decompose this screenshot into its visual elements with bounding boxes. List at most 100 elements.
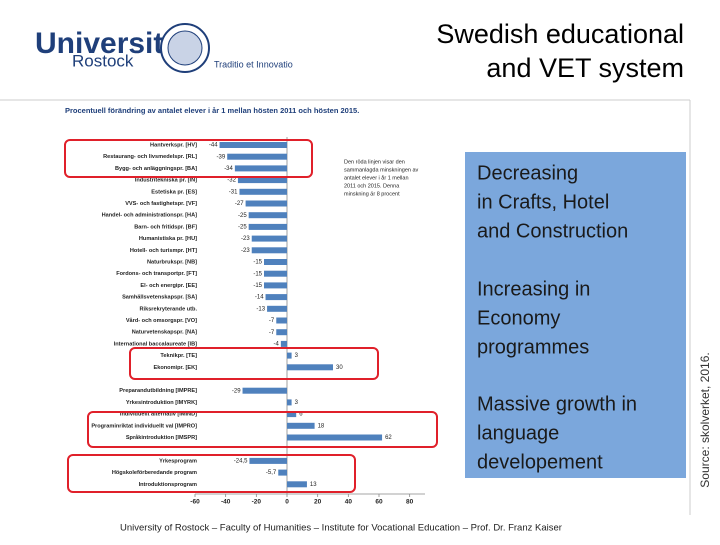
callout-text: developement: [477, 451, 603, 473]
annotation-line: minskning är 8 procent: [344, 191, 400, 197]
bar: [242, 387, 287, 394]
bar: [280, 340, 287, 347]
bar: [264, 282, 287, 289]
value-label: -15: [253, 283, 262, 289]
bar: [287, 422, 315, 429]
bar: [287, 364, 333, 371]
value-label: 30: [336, 365, 343, 371]
value-label: -23: [241, 248, 250, 254]
bar: [251, 235, 287, 242]
logo-seal-inner: [167, 30, 203, 66]
callout-text: Increasing in: [477, 278, 590, 300]
bar: [278, 469, 287, 476]
value-label: -32: [227, 178, 236, 184]
value-label: -7: [269, 318, 275, 324]
y-tick-label: Naturvetenskapspr. [NA]: [132, 330, 197, 336]
logo-city: Rostock: [72, 51, 134, 70]
x-tick-label: 60: [375, 499, 383, 506]
bar: [276, 329, 287, 336]
y-tick-label: Individuellt alternativ [IMIND]: [120, 412, 197, 418]
annotation-line: Den röda linjen visar den: [344, 159, 405, 165]
value-label: 3: [295, 400, 299, 406]
bar: [248, 212, 287, 219]
value-label: -4: [274, 341, 280, 347]
x-tick-label: -20: [252, 499, 262, 506]
chart: -60 -40 -20 0 20 40 60 80 Hantverkspr. [HV] -44 Re…: [91, 137, 425, 506]
callout-text: Decreasing: [477, 162, 578, 184]
bar: [287, 481, 307, 488]
value-label: 62: [385, 435, 392, 441]
value-label: -5,7: [266, 470, 277, 476]
y-tick-label: Humanistiska pr. [HU]: [139, 236, 197, 242]
y-tick-label: Introduktionsprogram: [139, 482, 197, 488]
bar: [287, 434, 383, 441]
value-label: -25: [238, 224, 247, 230]
y-tick-label: El- och energipr. [EE]: [140, 283, 197, 289]
y-tick-label: Hotell- och turismpr. [HT]: [130, 248, 197, 254]
bar: [287, 399, 292, 406]
bar: [245, 200, 287, 207]
value-label: -14: [255, 295, 264, 301]
y-tick-label: Samhällsvetenskapspr. [SA]: [122, 295, 197, 301]
bar: [264, 270, 287, 277]
logo-motto: Traditio et Innovatio: [214, 59, 293, 69]
y-tick-label: Naturbrukspr. [NB]: [147, 259, 197, 265]
bar: [237, 177, 287, 184]
x-tick-label: 80: [406, 499, 414, 506]
y-tick-label: International baccalaureate [IB]: [114, 341, 197, 347]
x-tick-label: -60: [190, 499, 200, 506]
x-tick-label: 0: [285, 499, 289, 506]
y-tick-label: Handel- och administrationspr. [HA]: [102, 213, 198, 219]
value-label: 18: [318, 423, 325, 429]
value-label: 13: [310, 482, 317, 488]
bar: [251, 247, 287, 254]
chart-title: Procentuell förändring av antalet elever…: [65, 106, 359, 115]
callout-text: language: [477, 422, 559, 444]
value-label: -27: [235, 201, 244, 207]
value-label: 6: [299, 412, 303, 418]
bar: [249, 457, 287, 464]
callout-text: Massive growth in: [477, 393, 637, 415]
value-label: -25: [238, 213, 247, 219]
callout-text: programmes: [477, 336, 589, 358]
y-tick-label: Högskoleförberedande program: [112, 470, 197, 476]
y-tick-label: Yrkesprogram: [159, 458, 197, 464]
y-tick-label: Ekonomipr. [EK]: [153, 365, 197, 371]
y-tick-label: Restaurang- och livsmedelspr. [RL]: [103, 154, 197, 160]
value-label: -44: [209, 143, 218, 149]
y-tick-label: Vård- och omsorgspr. [VO]: [126, 317, 197, 324]
y-tick-label: Programinriktat individuellt val [IMPRO]: [91, 423, 197, 429]
y-tick-label: Språkintroduktion [IMSPR]: [126, 434, 197, 441]
y-tick-label: Fordons- och transportpr. [FT]: [116, 271, 197, 277]
slide-title: Swedish educational: [436, 19, 684, 49]
bar: [287, 411, 297, 418]
value-label: -23: [241, 236, 250, 242]
y-tick-label: Barn- och fritidspr. [BF]: [134, 224, 197, 230]
bar: [287, 352, 292, 359]
footer: University of Rostock – Faculty of Human…: [120, 523, 562, 534]
y-tick-label: VVS- och fastighetspr. [VF]: [125, 201, 197, 207]
annotation-line: sammanlagda minskningen av: [344, 167, 419, 173]
bar: [276, 317, 287, 324]
callout-text: in Crafts, Hotel: [477, 191, 609, 213]
bar: [227, 153, 287, 160]
value-label: -39: [217, 154, 226, 160]
x-tick-label: 40: [345, 499, 353, 506]
x-tick-label: -40: [221, 499, 231, 506]
annotation-line: 2011 och 2015. Denna: [344, 183, 400, 189]
y-tick-label: Bygg- och anläggningspr. [BA]: [115, 166, 197, 172]
highlight-box: [129, 347, 379, 380]
y-tick-label: Preparandutbildning [IMPRE]: [119, 388, 197, 394]
highlight-box: [64, 139, 313, 178]
highlight-box: [87, 411, 438, 448]
value-label: -31: [229, 189, 238, 195]
y-tick-label: Hantverkspr. [HV]: [150, 142, 197, 148]
bar: [264, 259, 287, 265]
bar: [219, 142, 287, 148]
slide-title: and VET system: [486, 53, 684, 83]
value-label: -15: [253, 260, 262, 266]
annotation: Den röda linjen visar den sammanlagda mi…: [344, 159, 419, 197]
callout-panel: [465, 152, 686, 478]
y-tick-label: Yrkesintroduktion [IMYRK]: [126, 400, 197, 406]
